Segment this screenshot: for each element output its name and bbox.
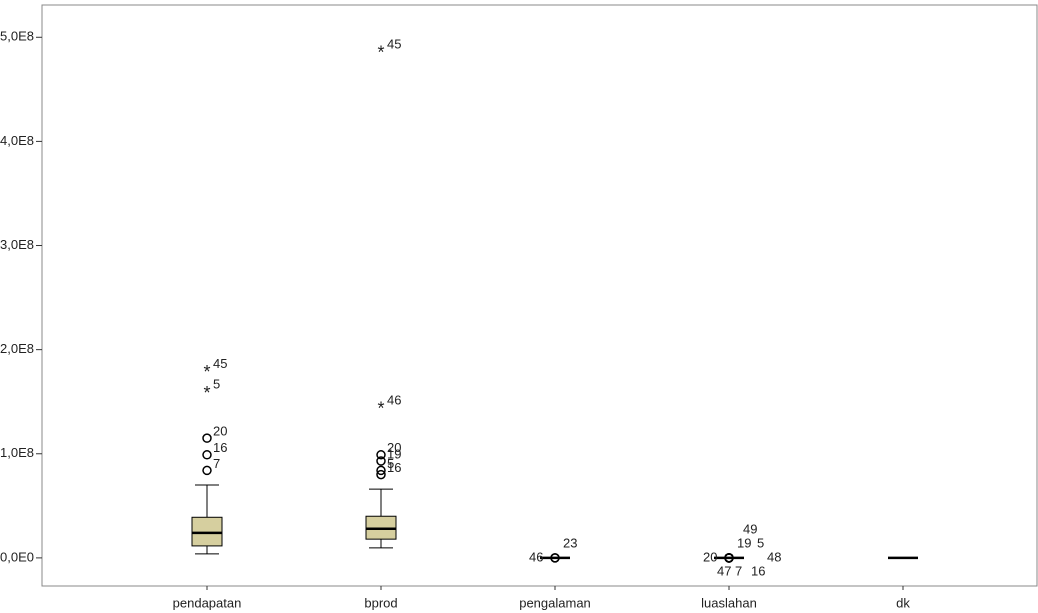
outlier-label: 47: [717, 563, 731, 578]
outlier-label: 23: [563, 535, 577, 550]
y-tick-label: 1,0E8: [0, 445, 34, 460]
outlier-label: 48: [767, 549, 781, 564]
outlier-label: 19: [387, 446, 401, 461]
x-tick-label: bprod: [364, 595, 397, 610]
outlier: [376, 456, 386, 466]
outlier-label: 16: [751, 563, 765, 578]
outlier-label: 46: [387, 392, 401, 407]
box: [191, 516, 223, 547]
y-tick-label: 2,0E8: [0, 341, 34, 356]
plot-area: [41, 4, 1038, 587]
outlier: [202, 450, 212, 460]
outlier-label: 19: [737, 535, 751, 550]
outlier-label: 5: [387, 456, 394, 471]
outlier-label: 46: [529, 549, 543, 564]
x-tick-label: pengalaman: [519, 595, 591, 610]
outlier: [376, 450, 386, 460]
outlier: [376, 469, 386, 480]
outlier-label: 20: [703, 549, 717, 564]
outlier-label: 20: [387, 440, 401, 455]
outlier: [724, 553, 734, 563]
y-tick-label: 5,0E8: [0, 29, 34, 44]
outlier: [202, 465, 212, 476]
outlier: [550, 553, 560, 563]
outlier: [376, 465, 386, 476]
x-tick-label: dk: [896, 595, 910, 610]
outlier-label: 16: [213, 440, 227, 455]
outlier-label: 5: [213, 377, 220, 392]
outlier-label: 7: [213, 456, 220, 471]
x-tick-label: luaslahan: [701, 595, 757, 610]
y-tick-label: 0,0E0: [0, 549, 34, 564]
extreme: *: [377, 399, 384, 419]
extreme: *: [377, 43, 384, 63]
outlier: [202, 433, 212, 443]
y-tick-label: 4,0E8: [0, 133, 34, 148]
outlier-label: 5: [757, 535, 764, 550]
extreme: *: [203, 383, 210, 403]
outlier-label: 7: [735, 563, 742, 578]
outlier-label: 20: [213, 424, 227, 439]
extreme: *: [203, 362, 210, 382]
outlier-label: 45: [213, 356, 227, 371]
y-tick-label: 3,0E8: [0, 237, 34, 252]
outlier-label: 16: [387, 460, 401, 475]
outlier-label: 49: [743, 521, 757, 536]
x-tick-label: pendapatan: [173, 595, 242, 610]
outlier-label: 45: [387, 36, 401, 51]
